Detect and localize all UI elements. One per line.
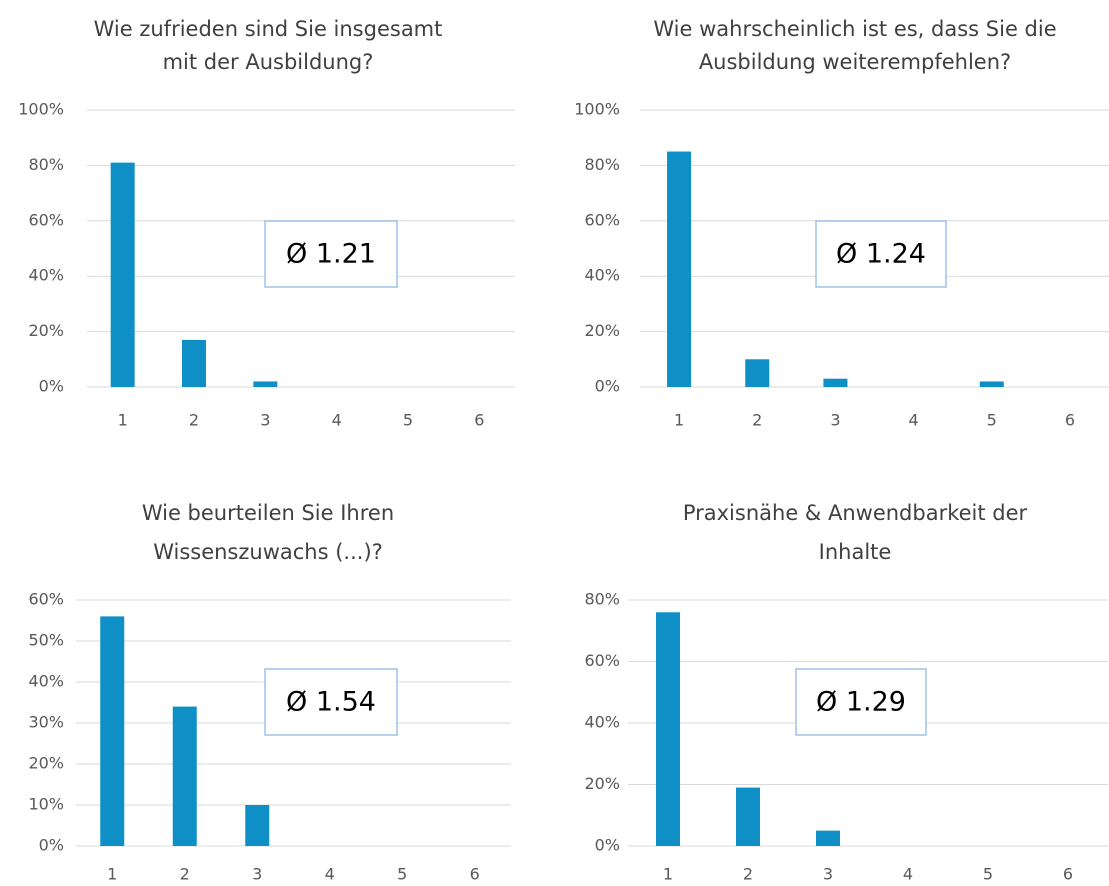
bar	[245, 805, 270, 846]
x-tick-label: 2	[189, 411, 199, 430]
y-tick-label: 20%	[584, 321, 620, 340]
x-tick-label: 3	[830, 411, 840, 430]
x-tick-label: 1	[674, 411, 684, 430]
x-tick-label: 6	[1063, 865, 1073, 884]
x-tick-label: 2	[752, 411, 762, 430]
x-tick-label: 5	[987, 411, 997, 430]
chart-title: Wie beurteilen Sie Ihren	[142, 501, 394, 525]
bar	[823, 378, 848, 387]
x-tick-label: 6	[474, 411, 484, 430]
x-tick-label: 5	[403, 411, 413, 430]
chart-title: mit der Ausbildung?	[163, 50, 374, 74]
x-tick-label: 4	[908, 411, 918, 430]
x-tick-label: 2	[180, 865, 190, 884]
x-tick-label: 1	[663, 865, 673, 884]
y-tick-label: 40%	[28, 266, 64, 285]
chart-title: Wie zufrieden sind Sie insgesamt	[94, 17, 443, 41]
y-tick-label: 100%	[574, 100, 620, 119]
annotation-box	[264, 220, 398, 288]
bar	[172, 706, 197, 846]
y-tick-label: 60%	[584, 210, 620, 229]
y-tick-label: 20%	[584, 774, 620, 793]
chart-title: Wissenszuwachs (...)?	[153, 540, 383, 564]
bar	[816, 830, 840, 846]
bar	[979, 381, 1004, 387]
y-tick-label: 30%	[28, 713, 64, 732]
x-tick-label: 4	[332, 411, 342, 430]
x-tick-label: 3	[823, 865, 833, 884]
y-tick-label: 0%	[595, 377, 620, 396]
y-tick-label: 10%	[28, 795, 64, 814]
annotation: Ø 1.21	[286, 239, 376, 270]
annotation: Ø 1.29	[816, 687, 906, 718]
y-tick-label: 20%	[28, 321, 64, 340]
chart-title: Inhalte	[819, 540, 892, 564]
bar	[253, 381, 278, 387]
annotation-box	[264, 668, 398, 736]
annotation: Ø 1.54	[286, 687, 376, 718]
bar	[182, 339, 206, 387]
x-tick-label: 4	[325, 865, 335, 884]
y-tick-label: 60%	[28, 590, 64, 609]
bar	[100, 616, 125, 846]
x-tick-label: 4	[903, 865, 913, 884]
chart-title: Praxisnähe & Anwendbarkeit der	[683, 501, 1028, 525]
y-tick-label: 20%	[28, 754, 64, 773]
y-tick-label: 60%	[584, 651, 620, 670]
y-tick-label: 80%	[584, 155, 620, 174]
y-tick-label: 0%	[595, 836, 620, 855]
x-tick-label: 3	[260, 411, 270, 430]
y-tick-label: 40%	[584, 266, 620, 285]
y-tick-label: 80%	[28, 155, 64, 174]
y-tick-label: 80%	[584, 590, 620, 609]
annotation-box	[795, 668, 927, 736]
bar	[667, 151, 692, 387]
y-tick-label: 100%	[18, 100, 64, 119]
chart-title: Wie wahrscheinlich ist es, dass Sie die	[653, 17, 1056, 41]
y-tick-label: 50%	[28, 631, 64, 650]
x-tick-label: 5	[983, 865, 993, 884]
x-tick-label: 1	[107, 865, 117, 884]
chart-title: Ausbildung weiterempfehlen?	[699, 50, 1011, 74]
annotation-box	[815, 220, 947, 288]
bar	[656, 612, 680, 846]
y-tick-label: 0%	[39, 836, 64, 855]
x-tick-label: 1	[118, 411, 128, 430]
y-tick-label: 40%	[584, 713, 620, 732]
y-tick-label: 60%	[28, 210, 64, 229]
y-tick-label: 40%	[28, 672, 64, 691]
x-tick-label: 2	[743, 865, 753, 884]
x-tick-label: 6	[470, 865, 480, 884]
x-tick-label: 3	[252, 865, 262, 884]
y-tick-label: 0%	[39, 377, 64, 396]
x-tick-label: 5	[397, 865, 407, 884]
bar	[110, 162, 135, 387]
x-tick-label: 6	[1065, 411, 1075, 430]
bar	[745, 359, 770, 387]
annotation: Ø 1.24	[836, 239, 926, 270]
bar	[736, 787, 760, 846]
